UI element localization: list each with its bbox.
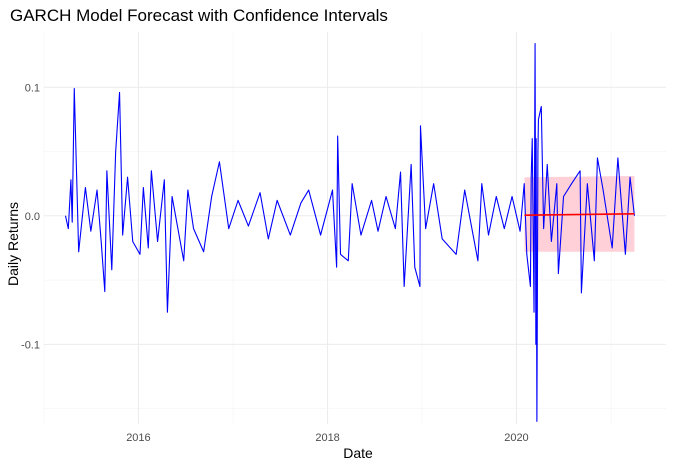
chart-title: GARCH Model Forecast with Confidence Int… <box>10 6 388 25</box>
x-axis-tick-labels: 2016 2018 2020 <box>126 432 528 444</box>
returns-series-line <box>64 43 635 422</box>
x-tick-label: 2016 <box>126 432 150 444</box>
forecast-mean-line <box>524 213 635 216</box>
x-axis-title: Date <box>343 445 373 461</box>
y-tick-label: -0.1 <box>21 339 40 351</box>
y-tick-label: 0.0 <box>25 211 40 223</box>
y-axis-title: Daily Returns <box>5 202 21 286</box>
y-tick-label: 0.1 <box>25 82 40 94</box>
plot-gridlines <box>43 32 666 424</box>
x-tick-label: 2020 <box>504 432 528 444</box>
x-tick-label: 2018 <box>315 432 339 444</box>
y-axis-tick-labels: -0.1 0.0 0.1 <box>21 82 40 351</box>
series-lines <box>64 43 635 422</box>
